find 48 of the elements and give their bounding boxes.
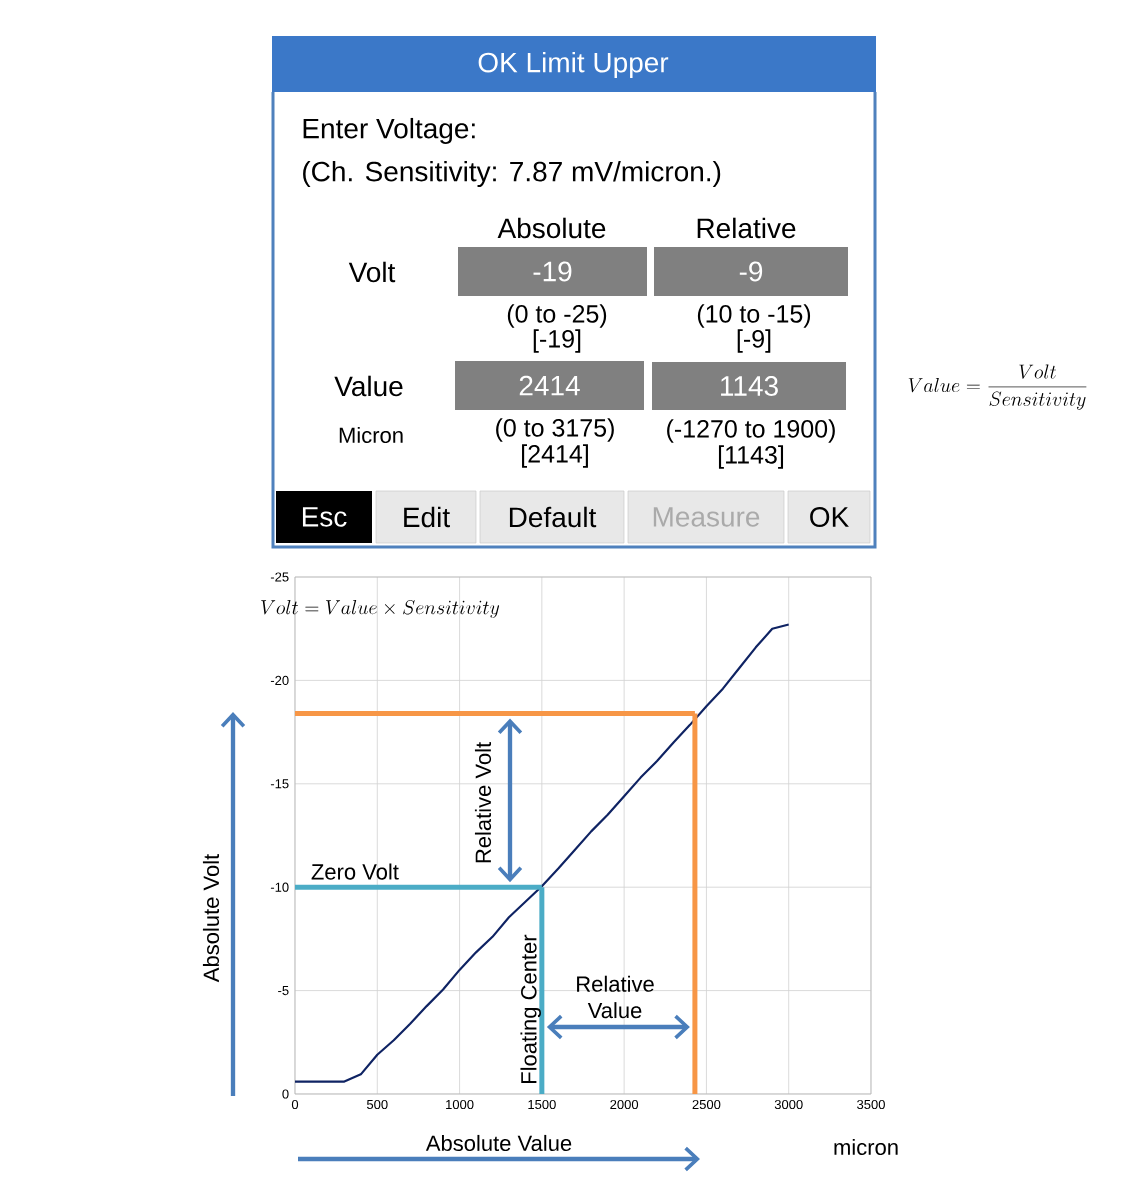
text: -9	[739, 261, 763, 282]
text: Value	[334, 375, 403, 397]
annotation: $Volt = Value \times Sensitivity$	[261, 599, 500, 619]
x-axis-title: Absolute Value	[425, 1134, 572, 1152]
text: micron	[834, 1138, 898, 1156]
text: $Value = \frac{Volt}{Sensitivity}$	[908, 364, 1087, 410]
x-tick-label: 0	[291, 1099, 299, 1110]
text: (Ch. Sensitivity: 7.87 mV/micron.)	[303, 160, 721, 188]
text: Default	[509, 506, 597, 528]
text: OK Limit Upper	[478, 51, 669, 79]
text: -19	[533, 261, 572, 282]
text: (0 to -25)	[507, 304, 607, 328]
x-tick-label: 2000	[610, 1099, 639, 1110]
text: 2414	[519, 375, 580, 396]
x-tick-label: 2500	[692, 1099, 721, 1110]
text: OK	[810, 507, 849, 527]
text: (0 to 3175)	[496, 418, 614, 442]
annotation: Relative Volt	[474, 742, 492, 863]
x-tick-label: 1000	[446, 1099, 474, 1110]
text: Enter Voltage:	[303, 117, 475, 145]
y-tick-label: -15	[270, 779, 289, 789]
text: [-19]	[533, 329, 581, 353]
ref-line-label: Zero Volt	[311, 863, 399, 880]
y-axis-title: Absolute Volt	[202, 853, 220, 983]
text: [1143]	[718, 445, 784, 469]
text: 1143	[721, 376, 778, 396]
y-tick-label: -20	[270, 675, 289, 686]
y-tick-label: -10	[270, 882, 289, 892]
x-tick-label: 3500	[857, 1099, 885, 1110]
text: Esc	[302, 507, 347, 527]
y-tick-label: -25	[270, 572, 289, 582]
annotation: Relative Value	[577, 975, 654, 1019]
text: (-1270 to 1900)	[667, 419, 835, 443]
text: [-9]	[737, 329, 771, 353]
text: Edit	[404, 506, 450, 528]
text: Absolute	[497, 217, 606, 239]
x-tick-label: 1500	[528, 1099, 556, 1110]
text: (10 to -15)	[697, 304, 811, 328]
y-tick-label: -5	[278, 986, 289, 996]
text: Measure	[653, 507, 760, 527]
text: Relative	[697, 217, 796, 239]
y-tick-label: 0	[282, 1089, 289, 1099]
text: [2414]	[522, 444, 588, 468]
text: Volt	[348, 261, 396, 283]
x-tick-label: 3000	[774, 1099, 803, 1110]
text: Micron	[339, 426, 403, 444]
x-tick-label: 500	[366, 1099, 388, 1110]
ref-line-label: Floating Center	[520, 934, 541, 1083]
